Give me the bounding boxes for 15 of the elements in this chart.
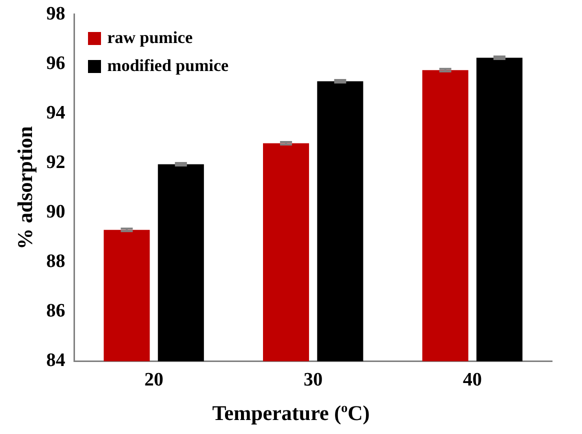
y-axis-title: % adsorption xyxy=(13,126,38,250)
y-tick-label: 96 xyxy=(46,52,66,74)
y-tick-label: 88 xyxy=(46,251,66,272)
y-tick-label: 98 xyxy=(46,3,66,24)
y-tick-label: 92 xyxy=(46,152,66,173)
legend-label: raw pumice xyxy=(107,28,193,48)
y-tick-label: 86 xyxy=(46,300,66,322)
x-tick-label: 30 xyxy=(304,370,323,391)
y-tick-label: 90 xyxy=(46,201,66,222)
y-tick-label: 84 xyxy=(46,350,66,372)
x-tick-label: 20 xyxy=(144,370,164,391)
legend-label: modified pumice xyxy=(107,56,229,76)
y-tick-label: 94 xyxy=(46,102,66,124)
x-tick-label: 40 xyxy=(462,370,482,391)
x-axis-title: Temperature ($^{o}$C) xyxy=(211,400,371,426)
